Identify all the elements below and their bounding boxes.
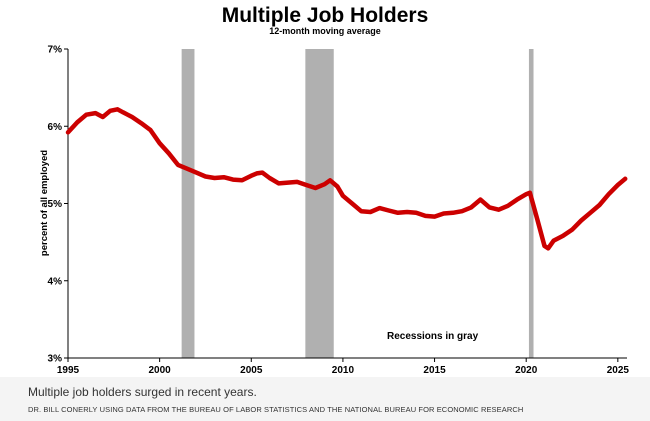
chart-title: Multiple Job Holders [222, 4, 429, 27]
figure-caption: Multiple job holders surged in recent ye… [28, 385, 257, 399]
series-line-group [65, 107, 628, 251]
chart-svg: Multiple Job Holders 12-month moving ave… [39, 4, 630, 377]
series-line [65, 107, 628, 251]
y-tick-label: 3% [48, 354, 63, 365]
x-tick-label: 2005 [240, 365, 263, 376]
y-tick-label: 6% [48, 122, 63, 133]
figure-credit: DR. BILL CONERLY USING DATA FROM THE BUR… [28, 405, 524, 414]
chart-panel: Multiple Job Holders 12-month moving ave… [0, 0, 650, 377]
x-tick-label: 2025 [607, 365, 630, 376]
y-tick-label: 4% [48, 276, 63, 287]
x-tick-label: 2000 [149, 365, 172, 376]
axes: 3% 4% 5% 6% 7% 1995 2000 2005 2010 2015 2020 2025 [48, 45, 630, 377]
x-tick-label: 1995 [57, 365, 80, 376]
x-tick-label: 2015 [423, 365, 446, 376]
recession-band-1 [181, 49, 195, 358]
recessions-annotation: Recessions in gray [387, 331, 479, 342]
recession-band-group [181, 49, 534, 358]
chart-subtitle: 12-month moving average [269, 26, 381, 36]
y-tick-label: 5% [48, 199, 63, 210]
x-tick-label: 2010 [332, 365, 355, 376]
y-tick-label: 7% [48, 45, 63, 56]
x-tick-label: 2020 [515, 365, 538, 376]
recession-band-2 [305, 49, 334, 358]
y-axis-label: percent of all employed [39, 150, 50, 256]
